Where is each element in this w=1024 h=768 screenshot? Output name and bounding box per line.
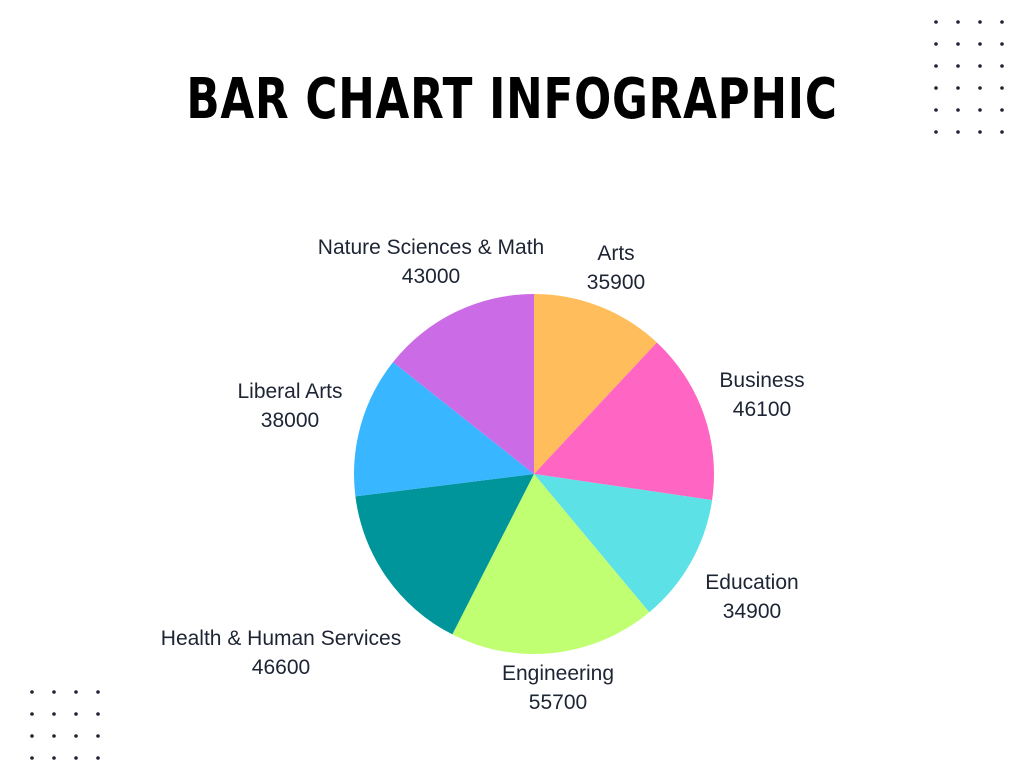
decorative-dot (956, 42, 960, 46)
decorative-dot (96, 690, 100, 694)
decorative-dot (934, 86, 938, 90)
decorative-dot (978, 130, 982, 134)
slice-category-label: Business (719, 369, 804, 392)
slice-value-label: 35900 (587, 271, 645, 294)
decorative-dot (74, 690, 78, 694)
pie-slice-arts (534, 294, 657, 474)
decorative-dot (934, 42, 938, 46)
slice-value-label: 43000 (402, 265, 460, 288)
slice-category-label: Arts (597, 242, 634, 265)
decorative-dot (956, 86, 960, 90)
decorative-dot (1000, 64, 1004, 68)
decorative-dot (30, 712, 34, 716)
decorative-dot (30, 734, 34, 738)
slice-category-label: Nature Sciences & Math (318, 236, 544, 259)
decorative-dot (934, 130, 938, 134)
slice-value-label: 34900 (723, 600, 781, 623)
decorative-dot (1000, 42, 1004, 46)
decorative-dot (96, 712, 100, 716)
decorative-dot (1000, 86, 1004, 90)
decorative-dot (978, 108, 982, 112)
pie-slice-education (534, 474, 713, 613)
decorative-dot (1000, 130, 1004, 134)
decorative-dot (52, 712, 56, 716)
slice-category-label: Education (705, 571, 798, 594)
decorative-dot (74, 712, 78, 716)
decorative-dot-grid (26, 686, 106, 766)
decorative-dot (978, 42, 982, 46)
slice-category-label: Liberal Arts (237, 380, 342, 403)
decorative-dot (978, 20, 982, 24)
pie-slice-liberal-arts (354, 362, 534, 497)
decorative-dot (978, 64, 982, 68)
decorative-dot (96, 756, 100, 760)
decorative-dot (74, 734, 78, 738)
decorative-dot (956, 20, 960, 24)
decorative-dot (30, 756, 34, 760)
slice-category-label: Engineering (502, 662, 614, 685)
pie-slice-health-human-services (355, 474, 534, 635)
pie-slice-business (534, 342, 715, 501)
decorative-dot (52, 734, 56, 738)
decorative-dot (956, 130, 960, 134)
slice-value-label: 38000 (261, 409, 319, 432)
pie-slice-nature-sciences-math (393, 294, 534, 474)
decorative-dot (30, 690, 34, 694)
slice-value-label: 55700 (529, 691, 587, 714)
decorative-dot (74, 756, 78, 760)
decorative-dot (934, 108, 938, 112)
decorative-dot (934, 64, 938, 68)
slice-value-label: 46600 (252, 656, 310, 679)
decorative-dot (978, 86, 982, 90)
slice-value-label: 46100 (733, 398, 791, 421)
page-title: BAR CHART INFOGRAPHIC (186, 67, 838, 132)
decorative-dot (52, 690, 56, 694)
decorative-dot (52, 756, 56, 760)
decorative-dot (934, 20, 938, 24)
decorative-dot (956, 108, 960, 112)
decorative-dot (1000, 20, 1004, 24)
decorative-dot-grid (930, 16, 1010, 136)
decorative-dot (96, 734, 100, 738)
slice-category-label: Health & Human Services (161, 627, 401, 650)
pie-slice-engineering (452, 474, 650, 654)
decorative-dot (956, 64, 960, 68)
decorative-dot (1000, 108, 1004, 112)
